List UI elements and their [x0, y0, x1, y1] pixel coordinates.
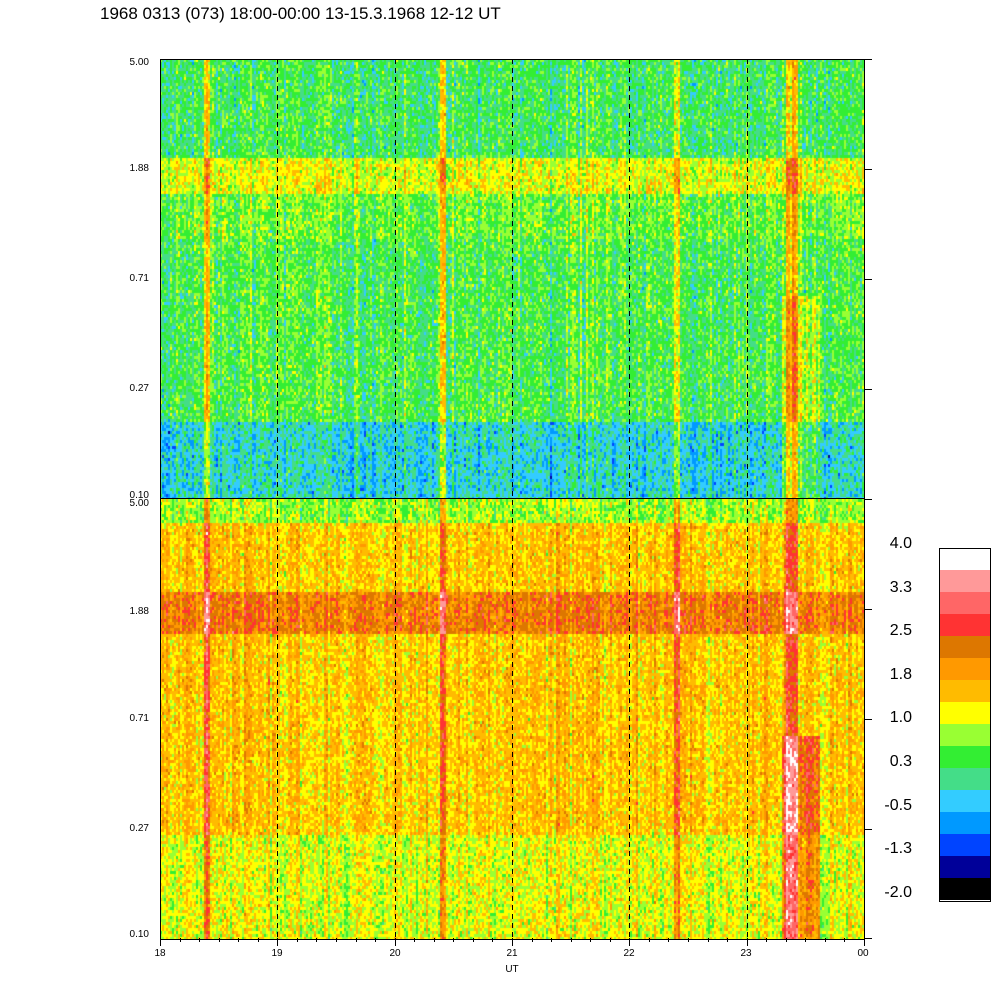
y-tick-label: 0.71 [129, 713, 149, 724]
y-tick-label: 0.71 [129, 273, 149, 284]
colorbar-label: 0.3 [889, 753, 912, 770]
y-tick-label: 5.00 [129, 498, 149, 509]
x-tick-label: 22 [623, 948, 635, 959]
colorbar-swatch [939, 812, 990, 834]
x-tick-label: 21 [506, 948, 518, 959]
colorbar-swatch [939, 702, 990, 724]
x-tick-label: 20 [389, 948, 401, 959]
colorbar-label: -1.3 [884, 840, 912, 857]
y-tick-label: 0.10 [129, 929, 149, 940]
y-tick-label: 1.88 [129, 606, 149, 617]
page-title: 1968 0313 (073) 18:00-00:00 13-15.3.1968… [100, 4, 501, 23]
colorbar-swatch [939, 790, 990, 812]
colorbar-swatch [939, 548, 990, 570]
colorbar-swatch [939, 746, 990, 768]
y-tick-label: 0.27 [129, 823, 149, 834]
colorbar-swatch [939, 724, 990, 746]
colorbar-swatch [939, 592, 990, 614]
colorbar-swatch [939, 878, 990, 900]
y-tick-label: 1.88 [129, 163, 149, 174]
x-axis-title: UT [505, 964, 519, 975]
colorbar-swatch [939, 680, 990, 702]
x-tick-label: 18 [154, 948, 166, 959]
colorbar-swatch [939, 570, 990, 592]
y-tick-label: 0.27 [129, 383, 149, 394]
x-tick-label: 00 [857, 948, 869, 959]
colorbar-swatch [939, 658, 990, 680]
colorbar-swatch [939, 636, 990, 658]
colorbar-label: 1.8 [889, 666, 912, 683]
panel-divider [160, 498, 864, 499]
y-tick-label: 0.10 [129, 490, 149, 501]
colorbar-swatch [939, 768, 990, 790]
y-tick-label: 5.00 [129, 57, 149, 68]
colorbar-label: -0.5 [884, 797, 912, 814]
colorbar-swatch [939, 614, 990, 636]
x-tick-label: 19 [271, 948, 283, 959]
colorbar-swatch [939, 834, 990, 856]
colorbar-label: -2.0 [884, 884, 912, 901]
colorbar-label: 1.0 [889, 709, 912, 726]
colorbar-swatch [939, 856, 990, 878]
colorbar-label: 3.3 [889, 579, 912, 596]
colorbar-label: 4.0 [889, 535, 912, 552]
x-tick-label: 23 [740, 948, 752, 959]
colorbar-label: 2.5 [889, 622, 912, 639]
